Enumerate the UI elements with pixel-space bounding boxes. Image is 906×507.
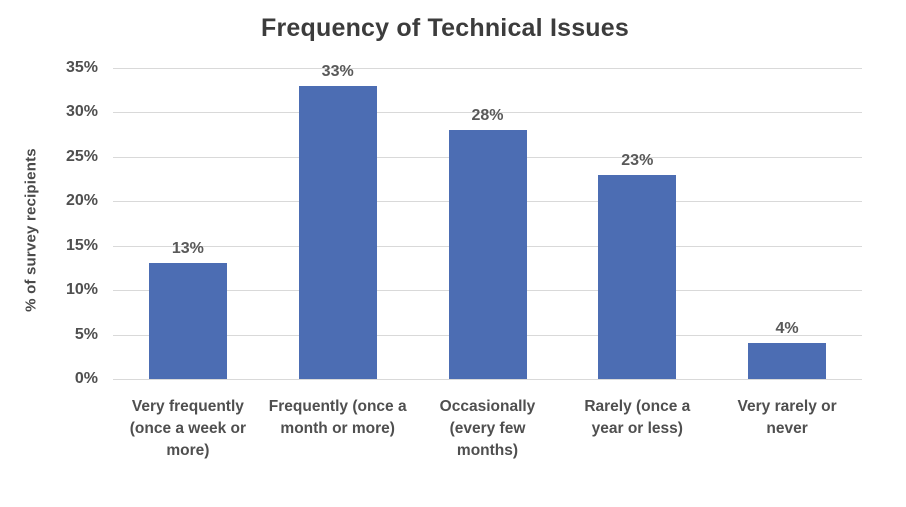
bar-value-label: 4% (775, 320, 799, 338)
x-axis-category-label: Rarely (once a year or less) (584, 398, 691, 437)
x-axis-category-label: Occasionally (every few months) (439, 398, 536, 459)
y-axis-tick-label: 25% (65, 147, 98, 165)
x-axis-category-label: Frequently (once a month or more) (268, 398, 407, 437)
x-axis-category-label: Very frequently (once a week or more) (129, 398, 247, 459)
bar (148, 263, 227, 379)
y-axis-tick-label: 15% (65, 236, 98, 254)
y-axis-tick-label: 30% (65, 103, 98, 121)
bar-value-label: 13% (171, 240, 204, 258)
y-axis-tick-label: 20% (65, 192, 98, 210)
bar (598, 174, 677, 379)
gridline (113, 112, 862, 114)
bar (748, 343, 827, 379)
y-axis-tick-label: 0% (74, 370, 98, 387)
bar-value-label: 23% (621, 151, 654, 169)
gridline (113, 68, 862, 69)
y-axis-tick-label: 10% (65, 281, 98, 299)
chart-title: Frequency of Technical Issues (261, 14, 629, 42)
y-axis-tick-label: 5% (74, 325, 98, 343)
gridline (113, 379, 862, 380)
bar-value-label: 28% (471, 107, 504, 125)
x-axis-category-label: Very rarely or never (737, 398, 837, 437)
bar (298, 85, 377, 379)
bar (448, 130, 527, 379)
bar-value-label: 33% (321, 62, 354, 80)
y-axis-tick-label: 35% (65, 59, 98, 76)
